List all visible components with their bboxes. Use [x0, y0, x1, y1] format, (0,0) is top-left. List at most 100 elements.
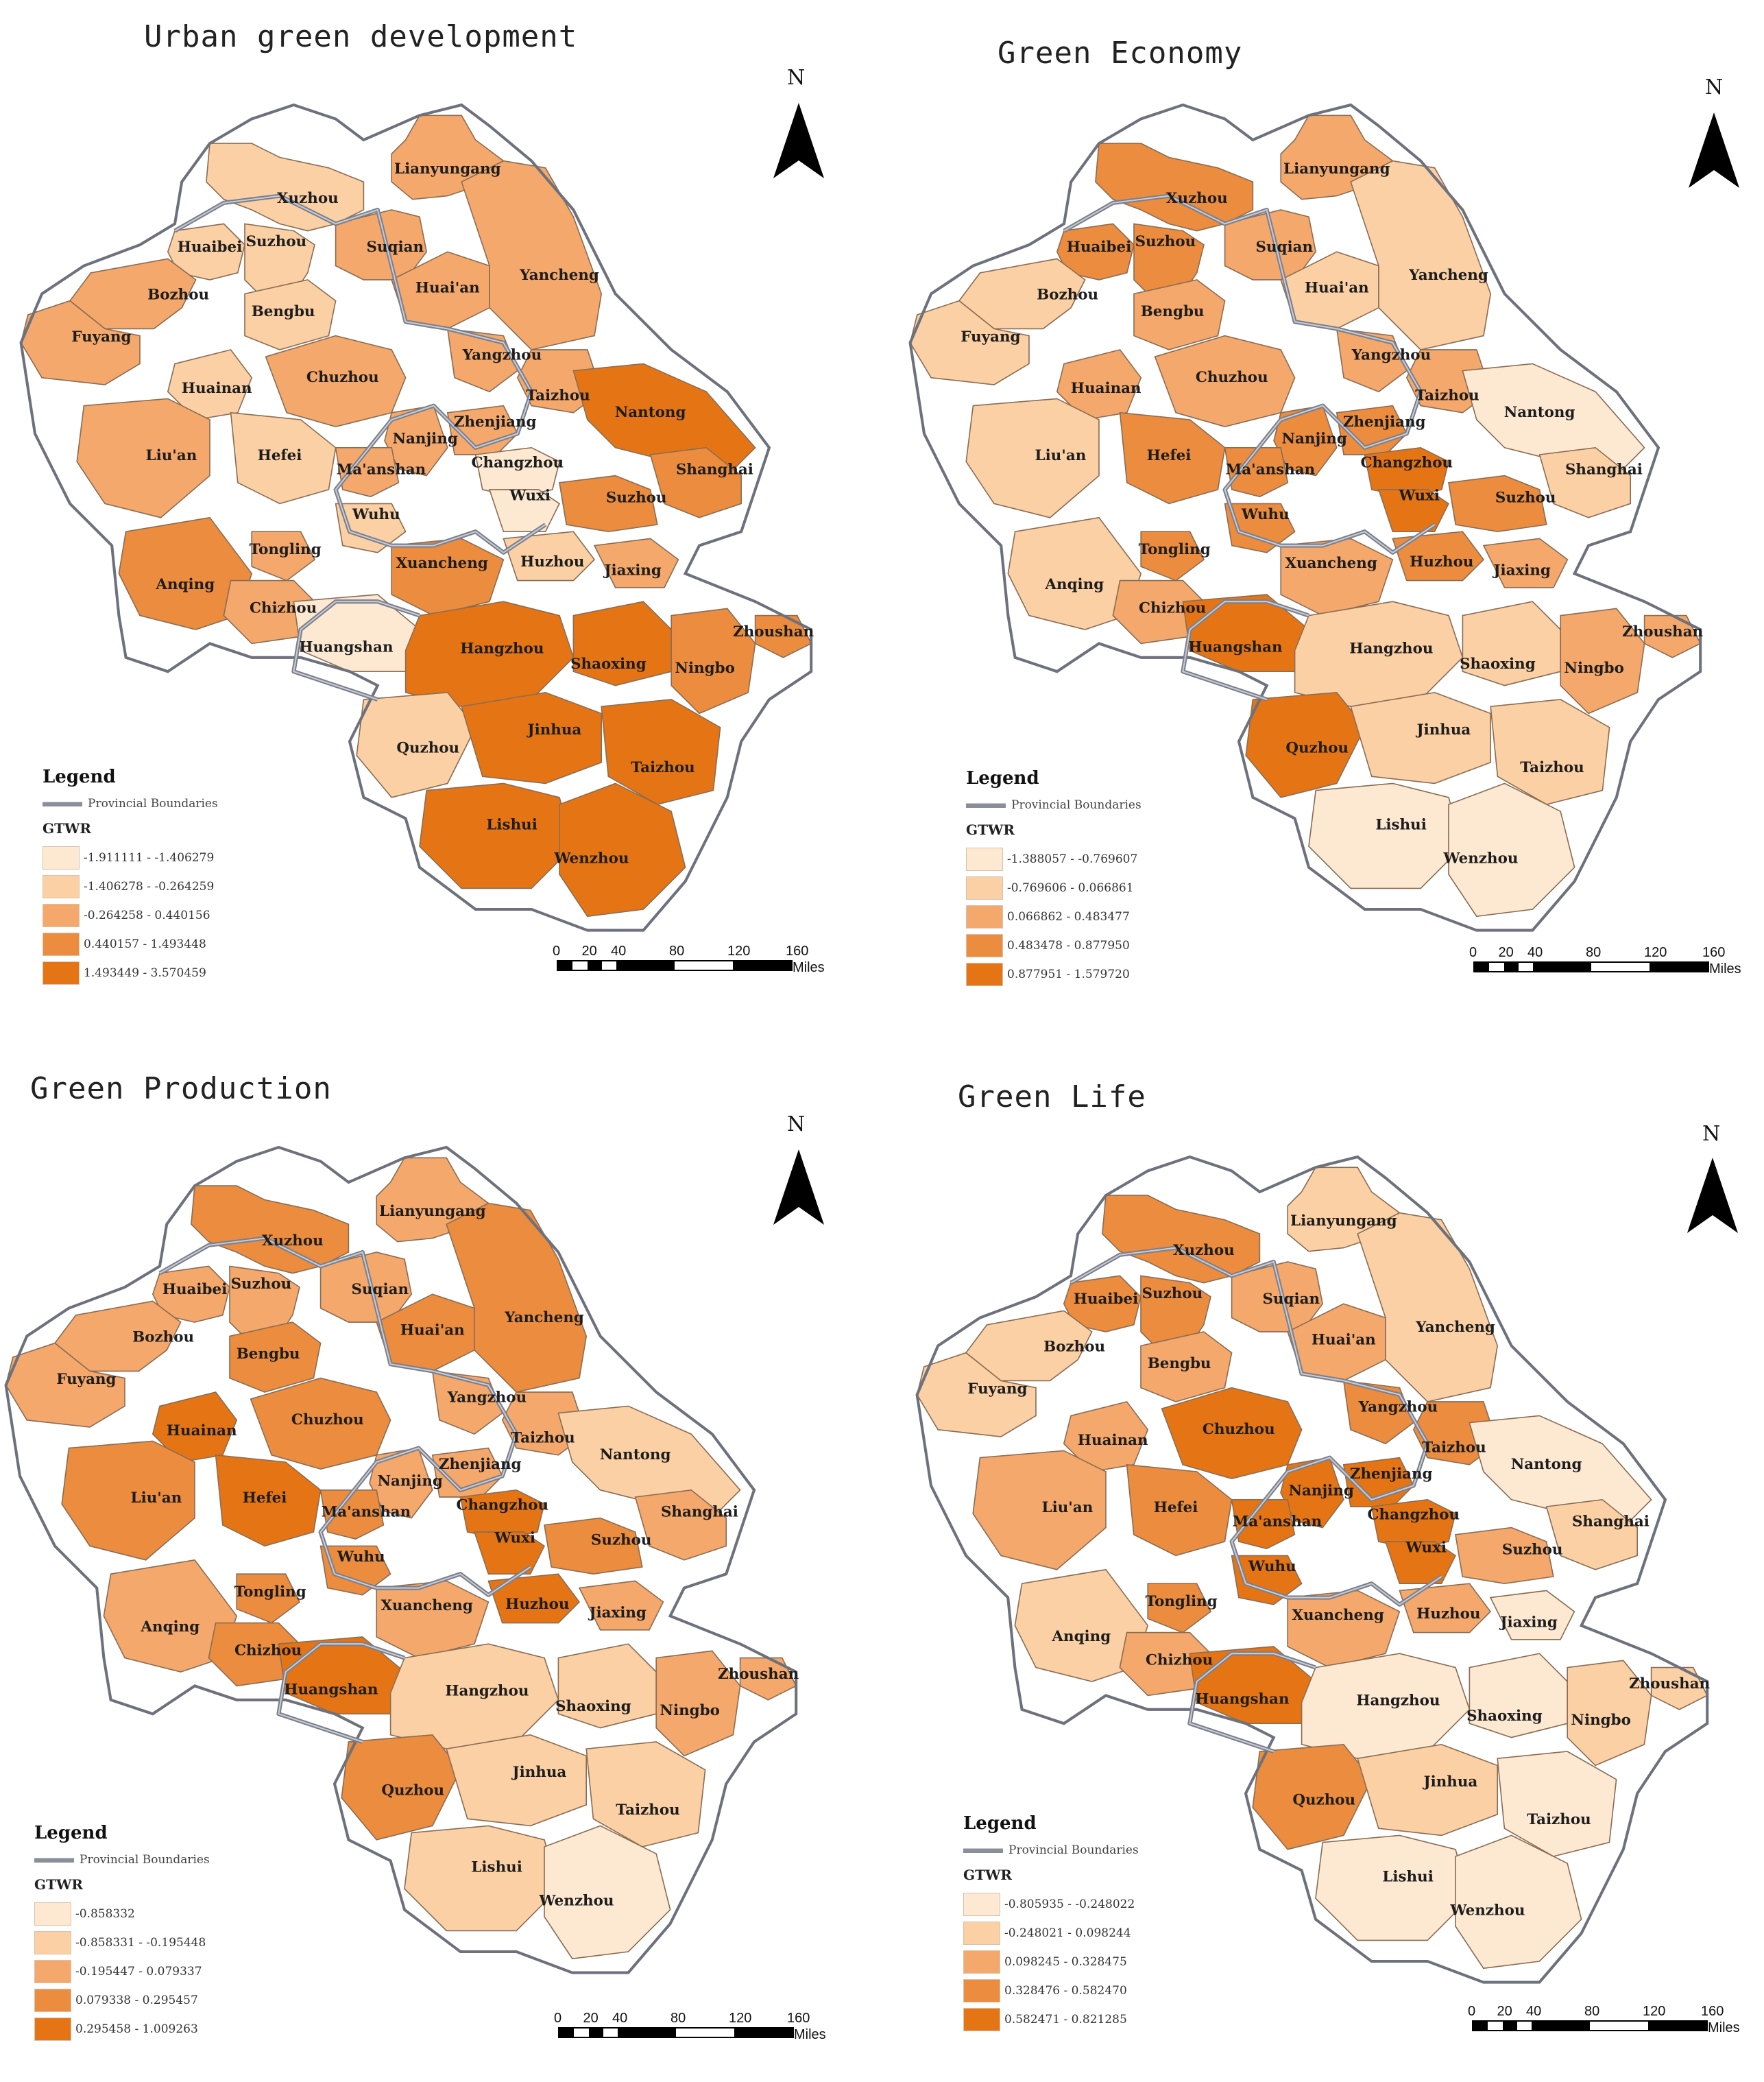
legend-boundary-label: Provincial Boundaries — [88, 797, 218, 811]
region-anqing — [1007, 516, 1142, 630]
city-label: Hefei — [243, 1489, 287, 1507]
legend-range-label: 1.493449 - 3.570459 — [84, 966, 206, 980]
region-liuan — [76, 398, 210, 518]
region-huzhou — [487, 1573, 581, 1624]
legend: Legend Provincial Boundaries GTWR -0.858332… — [34, 1823, 210, 2044]
city-label: Bengbu — [1141, 303, 1205, 320]
region-liuan — [972, 1450, 1107, 1570]
scale-ticks: 0 20 40 80 120 160 — [553, 944, 831, 960]
legend-range-label: -0.858331 - -0.195448 — [75, 1936, 206, 1950]
legend-range-label: -0.195447 - 0.079337 — [75, 1965, 202, 1978]
city-label: Yangzhou — [462, 346, 542, 363]
map-title: Green Economy — [998, 36, 1243, 71]
city-label: Huainan — [1078, 1432, 1148, 1449]
city-label: Nanjing — [1288, 1483, 1353, 1500]
city-label: Chizhou — [1146, 1652, 1213, 1669]
city-label: Suqian — [1256, 239, 1314, 256]
region-xuzhou — [1102, 1195, 1261, 1284]
legend-subtitle: GTWR — [963, 1867, 1013, 1883]
city-label: Ma'anshan — [1233, 1513, 1322, 1531]
region-lishui — [404, 1825, 559, 1932]
scale-segment — [1533, 963, 1591, 971]
scale-segment — [603, 2029, 618, 2037]
provincial-boundary-highlight — [174, 195, 546, 554]
scale-tick-label: 0 — [553, 944, 561, 959]
city-label: Ma'anshan — [337, 462, 426, 479]
city-label: Bozhou — [1043, 1339, 1105, 1356]
legend-boundary-entry: Provincial Boundaries — [34, 1853, 210, 1867]
region-fuyang — [20, 300, 141, 385]
scale-tick-label: 0 — [1469, 945, 1477, 960]
legend-row: -0.264258 - 0.440156 — [43, 901, 218, 930]
scale-bar-graphic — [557, 960, 793, 971]
scale-segment — [675, 961, 733, 970]
city-label: Lishui — [471, 1859, 522, 1876]
city-label: Chizhou — [250, 600, 317, 617]
city-label: Tongling — [1146, 1593, 1218, 1610]
city-label: Wuhu — [337, 1548, 385, 1566]
legend-boundary-label: Provincial Boundaries — [80, 1853, 210, 1867]
region-huainan — [167, 349, 253, 420]
legend-row: -1.388057 - -0.769607 — [966, 845, 1141, 874]
map-panel-green-economy: Green Economy Xuzhou Lianyungang Huaibei Su… — [882, 7, 1764, 1044]
city-label: Chuzhou — [1196, 369, 1268, 386]
region-hefei — [1119, 411, 1226, 505]
city-label: Bengbu — [237, 1345, 300, 1363]
region-wuxi — [1384, 1541, 1457, 1585]
city-label: Suzhou — [1135, 233, 1196, 250]
scale-segment — [618, 2029, 676, 2037]
city-label: Nanjing — [392, 431, 457, 448]
legend-title: Legend — [34, 1823, 108, 1843]
legend-swatch — [963, 2008, 1000, 2031]
region-yangzhou — [1342, 1380, 1414, 1445]
legend-swatch — [966, 905, 1003, 929]
city-label: Quzhou — [396, 740, 459, 757]
region-tongling — [251, 531, 316, 582]
scale-segment — [616, 961, 675, 970]
legend-row: 0.328476 - 0.582470 — [963, 1976, 1139, 2005]
region-jiaxing — [1482, 538, 1569, 588]
legend-swatch — [34, 2018, 71, 2041]
city-label: Bengbu — [1148, 1355, 1211, 1372]
city-label: Ningbo — [660, 1702, 719, 1719]
city-label: Jiaxing — [588, 1604, 647, 1621]
region-huainan — [1056, 349, 1142, 420]
region-wenzhou — [559, 782, 686, 918]
city-label: Huai'an — [1305, 279, 1369, 296]
city-label: Nantong — [1511, 1456, 1582, 1473]
region-wenzhou — [544, 1825, 671, 1960]
scale-segment — [574, 2029, 589, 2037]
city-label: Bengbu — [252, 303, 315, 320]
region-ningbo — [670, 608, 756, 715]
scale-segment — [558, 961, 573, 970]
scale-segment — [734, 2029, 793, 2037]
region-shaoxing — [557, 1643, 657, 1729]
city-label: Shanghai — [661, 1504, 738, 1521]
city-label: Suqian — [367, 239, 424, 256]
region-bengbu — [1140, 1331, 1233, 1402]
region-lishui — [1315, 1834, 1471, 1941]
region-yancheng — [446, 1202, 588, 1393]
city-label: Huaibei — [1067, 239, 1132, 256]
city-label: Huzhou — [1416, 1605, 1480, 1623]
region-huaibei — [1056, 223, 1135, 280]
city-label: Shaoxing — [1460, 656, 1536, 673]
region-fuyang — [5, 1342, 125, 1428]
city-label: Anqing — [155, 576, 215, 593]
region-shaoxing — [1462, 601, 1562, 686]
city-label: Xuancheng — [1292, 1607, 1384, 1624]
region-taizhou — [1497, 1751, 1617, 1857]
city-label: Xuzhou — [1166, 190, 1228, 207]
map-panel-urban-green-development: Urban green development Xuzhou Lianyungan… — [0, 0, 882, 1037]
city-label: Xuancheng — [380, 1597, 472, 1614]
legend-range-label: -0.264258 - 0.440156 — [84, 909, 210, 922]
city-label: Suzhou — [231, 1276, 292, 1293]
legend-row: 0.295458 - 1.009263 — [34, 2015, 210, 2044]
legend-swatch — [43, 904, 80, 927]
provincial-boundary-highlight — [293, 601, 420, 700]
city-label: Xuzhou — [262, 1232, 324, 1249]
city-label: Jinhua — [1422, 1773, 1477, 1791]
legend-range-label: 0.098245 - 0.328475 — [1004, 1955, 1127, 1969]
region-quzhou — [356, 691, 476, 798]
